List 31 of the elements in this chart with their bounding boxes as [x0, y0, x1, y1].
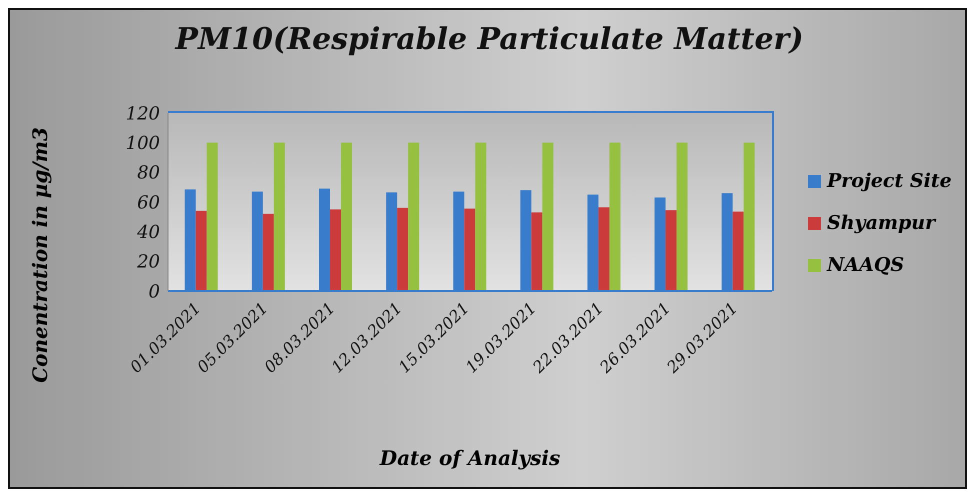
legend-label: Shyampur [826, 211, 938, 236]
y-tick-label: 0 [148, 281, 160, 302]
chart-title: PM10(Respirable Particulate Matter) [174, 22, 805, 57]
y-tick-label: 80 [137, 162, 160, 184]
bar [196, 210, 207, 291]
y-tick-label: 100 [126, 133, 160, 154]
bar [397, 208, 408, 291]
y-tick-label: 120 [126, 103, 160, 124]
bar [274, 142, 285, 291]
bar [598, 207, 610, 291]
x-axis-title: Date of Analysis [378, 446, 562, 470]
y-tick-label: 40 [136, 222, 160, 244]
bar [464, 208, 476, 291]
bar [542, 142, 554, 291]
bar [676, 142, 688, 291]
y-tick-label: 20 [136, 252, 160, 273]
bar [408, 142, 420, 291]
bar [330, 209, 341, 291]
bar [666, 210, 677, 291]
y-tick-label: 60 [137, 192, 160, 214]
bar [475, 142, 486, 291]
legend-label: NAAQS [826, 253, 906, 278]
bar [206, 142, 218, 291]
bar [609, 142, 620, 291]
bar [744, 142, 755, 291]
y-axis-title: Conentration in µg/m3 [28, 127, 52, 383]
bar [531, 212, 542, 291]
bar [732, 212, 744, 291]
bar [341, 142, 352, 291]
legend-label: Project Site [826, 169, 952, 194]
bar [262, 214, 274, 291]
